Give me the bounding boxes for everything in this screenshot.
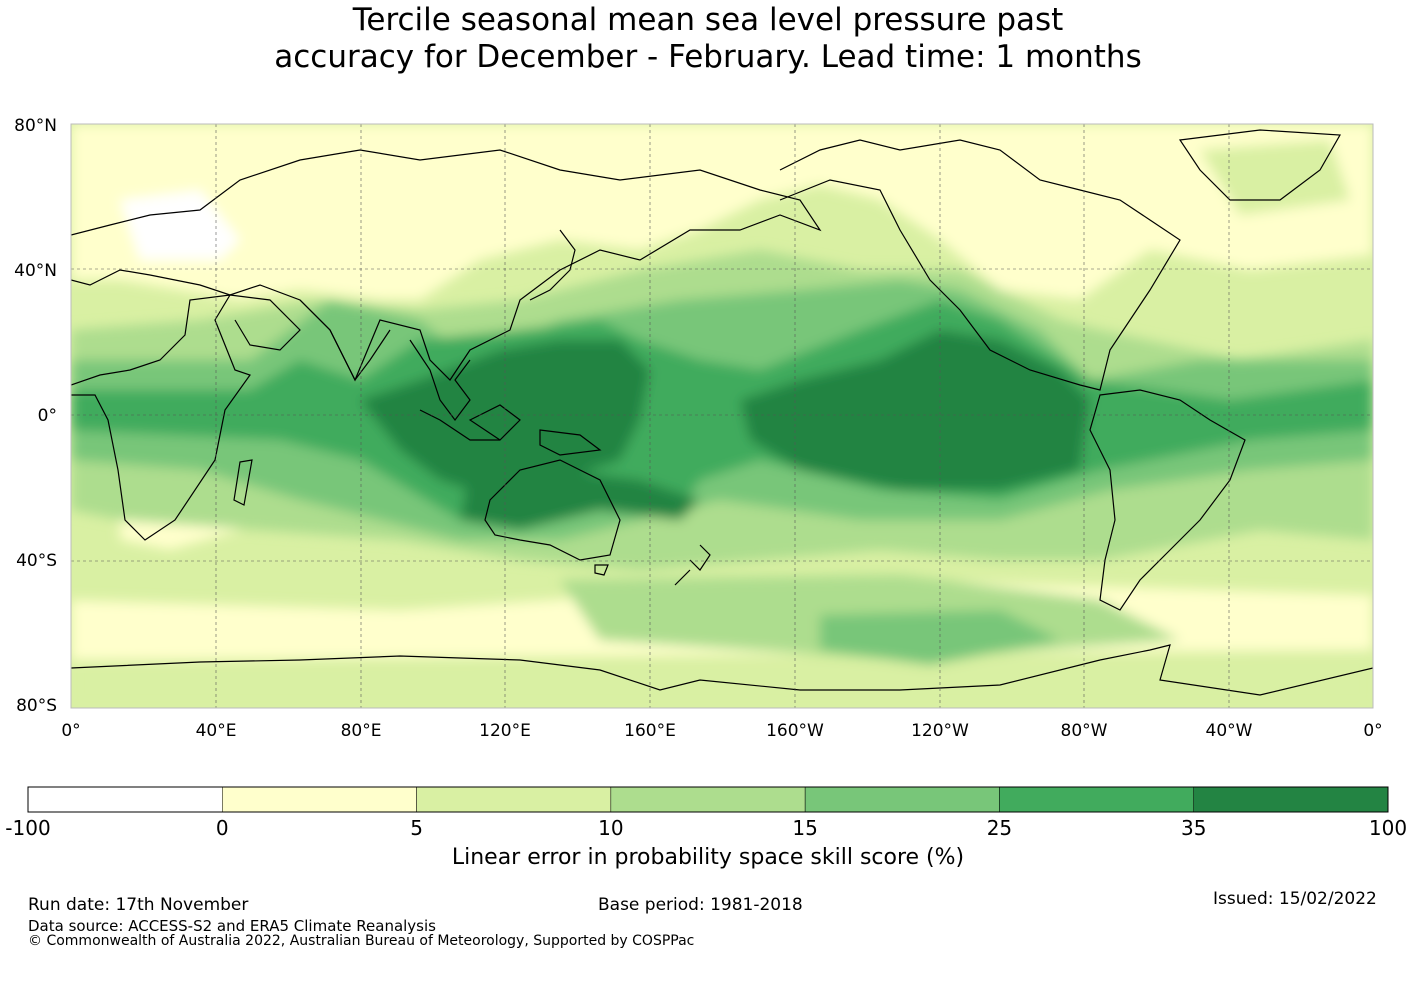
map-frame bbox=[70, 123, 1374, 709]
lat-label-80n: 80°N bbox=[14, 116, 57, 136]
colorbar-tick-label: 0 bbox=[216, 816, 229, 840]
run-date: Run date: 17th November bbox=[28, 895, 249, 915]
lat-label-40n: 40°N bbox=[14, 261, 57, 281]
colorbar-swatch bbox=[416, 786, 612, 813]
lon-label-40w: 40°W bbox=[1206, 721, 1253, 741]
colorbar-frame bbox=[27, 786, 1389, 813]
colorbar-label: Linear error in probability space skill … bbox=[451, 845, 965, 870]
colorbar-tick-label: 100 bbox=[1369, 816, 1407, 840]
lon-label-80w: 80°W bbox=[1061, 721, 1108, 741]
colorbar-swatches bbox=[27, 786, 1389, 813]
colorbar-swatch bbox=[999, 786, 1194, 813]
lon-label-0-left: 0° bbox=[61, 721, 80, 741]
lat-label-0: 0° bbox=[38, 406, 57, 426]
lon-label-80e: 80°E bbox=[341, 721, 382, 741]
colorbar: -100 0 5 10 15 25 35 100 bbox=[5, 786, 1407, 840]
base-period: Base period: 1981-2018 bbox=[598, 895, 803, 915]
colorbar-tick-label: -100 bbox=[5, 816, 50, 840]
colorbar-swatch bbox=[804, 786, 1000, 813]
colorbar-tick-label: 15 bbox=[792, 816, 817, 840]
colorbar-tick-label: 35 bbox=[1181, 816, 1206, 840]
issued-date: Issued: 15/02/2022 bbox=[1213, 889, 1377, 909]
colorbar-swatch bbox=[1193, 786, 1389, 813]
lat-axis: 80°N 40°N 0° 40°S 80°S bbox=[14, 116, 57, 716]
lon-label-160e: 160°E bbox=[624, 721, 676, 741]
colorbar-swatch bbox=[222, 786, 417, 813]
lon-axis: 0° 40°E 80°E 120°E 160°E 160°W 120°W 80°… bbox=[61, 721, 1382, 741]
colorbar-tick-label: 25 bbox=[987, 816, 1012, 840]
lat-label-80s: 80°S bbox=[16, 696, 57, 716]
lon-label-0-right: 0° bbox=[1363, 721, 1382, 741]
skill-score-map: 80°N 40°N 0° 40°S 80°S 0° 40°E 80°E 120°… bbox=[14, 116, 1383, 741]
lon-label-120w: 120°W bbox=[911, 721, 969, 741]
lon-label-160w: 160°W bbox=[766, 721, 824, 741]
data-source: Data source: ACCESS-S2 and ERA5 Climate … bbox=[28, 917, 436, 935]
skill-field bbox=[71, 124, 1373, 708]
lat-label-40s: 40°S bbox=[16, 551, 57, 571]
title-line-2: accuracy for December - February. Lead t… bbox=[274, 39, 1142, 75]
chart-title: Tercile seasonal mean sea level pressure… bbox=[0, 2, 1416, 76]
copyright: © Commonwealth of Australia 2022, Austra… bbox=[28, 933, 695, 949]
colorbar-tick-label: 5 bbox=[410, 816, 423, 840]
title-line-1: Tercile seasonal mean sea level pressure… bbox=[352, 2, 1064, 38]
colorbar-swatch bbox=[610, 786, 806, 813]
lon-label-40e: 40°E bbox=[196, 721, 237, 741]
coastlines bbox=[71, 129, 1373, 696]
lon-label-120e: 120°E bbox=[479, 721, 531, 741]
colorbar-swatch bbox=[27, 786, 223, 813]
colorbar-tick-label: 10 bbox=[598, 816, 623, 840]
colorbar-ticks: -100 0 5 10 15 25 35 100 bbox=[5, 816, 1407, 840]
graticule bbox=[71, 124, 1373, 708]
